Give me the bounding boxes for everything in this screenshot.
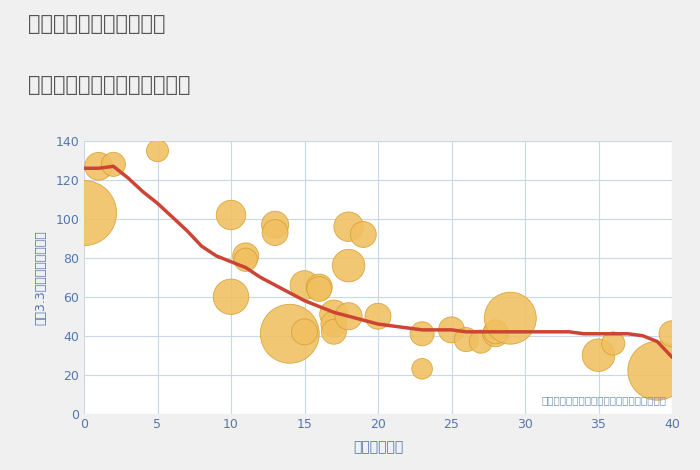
Point bbox=[593, 352, 604, 359]
Point bbox=[461, 336, 472, 344]
Point bbox=[225, 211, 237, 219]
Point bbox=[328, 320, 339, 328]
Point bbox=[93, 163, 104, 170]
Point bbox=[358, 231, 369, 238]
Y-axis label: 坪（3.3㎡）単価（万円）: 坪（3.3㎡）単価（万円） bbox=[34, 230, 47, 325]
Point bbox=[490, 330, 501, 337]
Point bbox=[240, 256, 251, 264]
Point bbox=[152, 147, 163, 155]
Point bbox=[446, 326, 457, 334]
Point bbox=[475, 338, 486, 345]
Point bbox=[299, 282, 310, 289]
Point bbox=[372, 313, 384, 320]
Text: 円の大きさは、取引のあった物件面積を示す: 円の大きさは、取引のあった物件面積を示す bbox=[541, 395, 666, 406]
Point bbox=[343, 262, 354, 269]
Point bbox=[490, 328, 501, 336]
Point bbox=[343, 223, 354, 230]
Point bbox=[416, 330, 428, 337]
Point bbox=[314, 283, 325, 291]
Point bbox=[270, 229, 281, 236]
Point bbox=[416, 365, 428, 373]
Point bbox=[608, 340, 619, 347]
Point bbox=[328, 328, 339, 336]
Point bbox=[314, 285, 325, 293]
Point bbox=[505, 314, 516, 322]
Text: 築年数別中古マンション価格: 築年数別中古マンション価格 bbox=[28, 75, 190, 95]
Point bbox=[108, 161, 119, 168]
Point bbox=[343, 313, 354, 320]
Point bbox=[299, 328, 310, 336]
Point bbox=[328, 311, 339, 318]
Point bbox=[78, 209, 90, 217]
Point bbox=[666, 330, 678, 337]
X-axis label: 築年数（年）: 築年数（年） bbox=[353, 440, 403, 454]
Point bbox=[225, 293, 237, 300]
Point bbox=[240, 252, 251, 259]
Point bbox=[652, 367, 663, 375]
Point bbox=[270, 221, 281, 228]
Point bbox=[284, 330, 295, 337]
Text: 奈良県吉野郡吉野町丹治: 奈良県吉野郡吉野町丹治 bbox=[28, 14, 165, 34]
